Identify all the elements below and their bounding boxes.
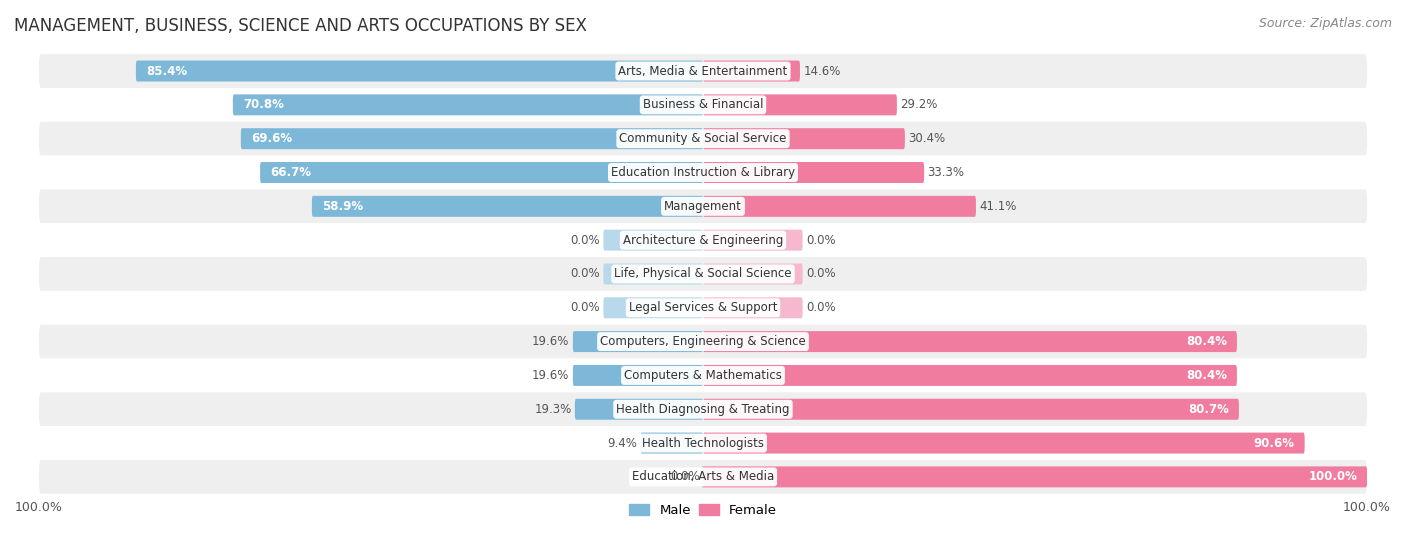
FancyBboxPatch shape xyxy=(703,466,1367,487)
Text: 80.4%: 80.4% xyxy=(1185,369,1227,382)
Text: 0.0%: 0.0% xyxy=(806,234,835,247)
Text: Arts, Media & Entertainment: Arts, Media & Entertainment xyxy=(619,64,787,78)
Text: 33.3%: 33.3% xyxy=(928,166,965,179)
FancyBboxPatch shape xyxy=(39,54,1367,88)
Text: 0.0%: 0.0% xyxy=(571,267,600,281)
FancyBboxPatch shape xyxy=(703,331,1237,352)
Text: Legal Services & Support: Legal Services & Support xyxy=(628,301,778,314)
FancyBboxPatch shape xyxy=(39,325,1367,358)
Text: 100.0%: 100.0% xyxy=(1308,470,1357,484)
Text: Health Diagnosing & Treating: Health Diagnosing & Treating xyxy=(616,402,790,416)
FancyBboxPatch shape xyxy=(39,426,1367,460)
Text: 19.6%: 19.6% xyxy=(531,369,569,382)
Text: 0.0%: 0.0% xyxy=(671,470,700,484)
Text: MANAGEMENT, BUSINESS, SCIENCE AND ARTS OCCUPATIONS BY SEX: MANAGEMENT, BUSINESS, SCIENCE AND ARTS O… xyxy=(14,17,586,35)
FancyBboxPatch shape xyxy=(703,230,803,250)
FancyBboxPatch shape xyxy=(39,358,1367,392)
FancyBboxPatch shape xyxy=(703,128,905,149)
FancyBboxPatch shape xyxy=(39,460,1367,494)
Text: 70.8%: 70.8% xyxy=(243,98,284,111)
Text: Source: ZipAtlas.com: Source: ZipAtlas.com xyxy=(1258,17,1392,30)
Text: 0.0%: 0.0% xyxy=(806,267,835,281)
FancyBboxPatch shape xyxy=(572,331,703,352)
Text: 90.6%: 90.6% xyxy=(1254,437,1295,449)
Text: 80.4%: 80.4% xyxy=(1185,335,1227,348)
FancyBboxPatch shape xyxy=(39,223,1367,257)
FancyBboxPatch shape xyxy=(603,230,703,250)
FancyBboxPatch shape xyxy=(39,392,1367,426)
Text: Computers & Mathematics: Computers & Mathematics xyxy=(624,369,782,382)
Text: Business & Financial: Business & Financial xyxy=(643,98,763,111)
Text: 69.6%: 69.6% xyxy=(250,132,292,145)
Text: 30.4%: 30.4% xyxy=(908,132,945,145)
Text: 29.2%: 29.2% xyxy=(900,98,938,111)
FancyBboxPatch shape xyxy=(703,399,1239,420)
Text: Management: Management xyxy=(664,200,742,213)
FancyBboxPatch shape xyxy=(702,466,704,487)
FancyBboxPatch shape xyxy=(572,365,703,386)
Text: Education, Arts & Media: Education, Arts & Media xyxy=(631,470,775,484)
FancyBboxPatch shape xyxy=(703,94,897,115)
Legend: Male, Female: Male, Female xyxy=(624,499,782,522)
Text: 80.7%: 80.7% xyxy=(1188,402,1229,416)
FancyBboxPatch shape xyxy=(603,263,703,285)
FancyBboxPatch shape xyxy=(703,365,1237,386)
Text: 0.0%: 0.0% xyxy=(571,234,600,247)
FancyBboxPatch shape xyxy=(312,196,703,217)
Text: Health Technologists: Health Technologists xyxy=(643,437,763,449)
Text: 19.6%: 19.6% xyxy=(531,335,569,348)
FancyBboxPatch shape xyxy=(39,291,1367,325)
Text: 0.0%: 0.0% xyxy=(806,301,835,314)
Text: 14.6%: 14.6% xyxy=(803,64,841,78)
Text: 19.3%: 19.3% xyxy=(534,402,571,416)
FancyBboxPatch shape xyxy=(641,433,703,453)
FancyBboxPatch shape xyxy=(39,155,1367,190)
FancyBboxPatch shape xyxy=(603,297,703,318)
FancyBboxPatch shape xyxy=(703,297,803,318)
Text: Life, Physical & Social Science: Life, Physical & Social Science xyxy=(614,267,792,281)
Text: 0.0%: 0.0% xyxy=(571,301,600,314)
FancyBboxPatch shape xyxy=(39,122,1367,155)
FancyBboxPatch shape xyxy=(39,190,1367,223)
Text: 9.4%: 9.4% xyxy=(607,437,637,449)
Text: Education Instruction & Library: Education Instruction & Library xyxy=(612,166,794,179)
Text: Computers, Engineering & Science: Computers, Engineering & Science xyxy=(600,335,806,348)
Text: Architecture & Engineering: Architecture & Engineering xyxy=(623,234,783,247)
Text: 66.7%: 66.7% xyxy=(270,166,311,179)
FancyBboxPatch shape xyxy=(233,94,703,115)
FancyBboxPatch shape xyxy=(703,162,924,183)
FancyBboxPatch shape xyxy=(136,60,703,82)
FancyBboxPatch shape xyxy=(575,399,703,420)
FancyBboxPatch shape xyxy=(703,60,800,82)
FancyBboxPatch shape xyxy=(703,263,803,285)
FancyBboxPatch shape xyxy=(240,128,703,149)
Text: 58.9%: 58.9% xyxy=(322,200,363,213)
Text: Community & Social Service: Community & Social Service xyxy=(619,132,787,145)
Text: 41.1%: 41.1% xyxy=(979,200,1017,213)
FancyBboxPatch shape xyxy=(39,88,1367,122)
Text: 85.4%: 85.4% xyxy=(146,64,187,78)
FancyBboxPatch shape xyxy=(260,162,703,183)
FancyBboxPatch shape xyxy=(703,196,976,217)
FancyBboxPatch shape xyxy=(39,257,1367,291)
FancyBboxPatch shape xyxy=(703,433,1305,453)
